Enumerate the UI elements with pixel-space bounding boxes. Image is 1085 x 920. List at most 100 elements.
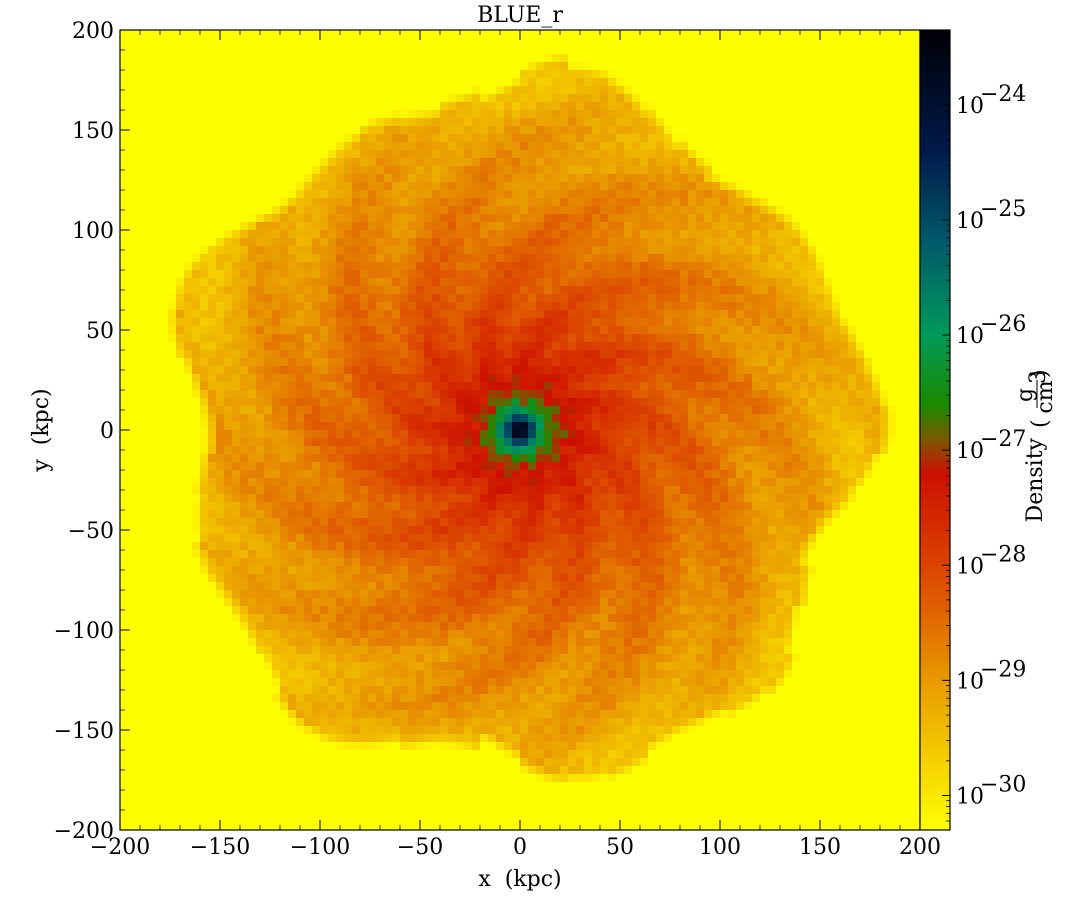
heatmap-cell	[320, 366, 329, 375]
heatmap-cell	[344, 622, 353, 631]
heatmap-cell	[272, 414, 281, 423]
heatmap-cell	[360, 678, 369, 687]
heatmap-cell	[400, 94, 409, 103]
heatmap-cell	[144, 654, 153, 663]
heatmap-cell	[376, 750, 385, 759]
heatmap-cell	[256, 118, 265, 127]
heatmap-cell	[312, 398, 321, 407]
heatmap-cell	[488, 454, 497, 463]
heatmap-cell	[440, 398, 449, 407]
heatmap-cell	[376, 62, 385, 71]
heatmap-cell	[224, 630, 233, 639]
heatmap-cell	[424, 582, 433, 591]
heatmap-cell	[232, 590, 241, 599]
heatmap-cell	[280, 438, 289, 447]
heatmap-cell	[184, 54, 193, 63]
heatmap-cell	[464, 206, 473, 215]
heatmap-cell	[456, 350, 465, 359]
heatmap-cell	[120, 670, 129, 679]
heatmap-cell	[128, 814, 137, 823]
heatmap-cell	[208, 94, 217, 103]
heatmap-cell	[128, 134, 137, 143]
heatmap-cell	[256, 622, 265, 631]
heatmap-cell	[312, 662, 321, 671]
heatmap-cell	[480, 38, 489, 47]
heatmap-cell	[168, 590, 177, 599]
heatmap-cell	[336, 310, 345, 319]
heatmap-cell	[440, 750, 449, 759]
heatmap-cell	[440, 390, 449, 399]
heatmap-cell	[200, 734, 209, 743]
heatmap-cell	[160, 246, 169, 255]
heatmap-cell	[448, 638, 457, 647]
heatmap-cell	[336, 766, 345, 775]
heatmap-cell	[224, 94, 233, 103]
heatmap-cell	[408, 262, 417, 271]
heatmap-cell	[312, 478, 321, 487]
heatmap-cell	[472, 54, 481, 63]
heatmap-cell	[496, 118, 505, 127]
heatmap-cell	[504, 430, 513, 439]
heatmap-cell	[456, 702, 465, 711]
heatmap-cell	[504, 670, 513, 679]
heatmap-cell	[320, 654, 329, 663]
heatmap-cell	[504, 110, 513, 119]
heatmap-cell	[144, 782, 153, 791]
heatmap-cell	[232, 158, 241, 167]
heatmap-cell	[432, 254, 441, 263]
heatmap-cell	[192, 190, 201, 199]
heatmap-cell	[152, 294, 161, 303]
heatmap-cell	[312, 598, 321, 607]
heatmap-cell	[120, 582, 129, 591]
heatmap-cell	[472, 222, 481, 231]
heatmap-cell	[344, 582, 353, 591]
heatmap-cell	[312, 750, 321, 759]
heatmap-cell	[352, 646, 361, 655]
heatmap-cell	[232, 518, 241, 527]
heatmap-cell	[408, 478, 417, 487]
heatmap-cell	[312, 246, 321, 255]
heatmap-cell	[320, 558, 329, 567]
heatmap-cell	[256, 582, 265, 591]
heatmap-cell	[152, 334, 161, 343]
heatmap-cell	[232, 438, 241, 447]
heatmap-cell	[464, 806, 473, 815]
heatmap-cell	[216, 534, 225, 543]
heatmap-cell	[240, 38, 249, 47]
heatmap-cell	[136, 718, 145, 727]
heatmap-cell	[352, 398, 361, 407]
heatmap-cell	[224, 526, 233, 535]
heatmap-cell	[352, 582, 361, 591]
heatmap-cell	[392, 486, 401, 495]
heatmap-cell	[440, 78, 449, 87]
heatmap-cell	[384, 278, 393, 287]
heatmap-cell	[344, 638, 353, 647]
heatmap-cell	[312, 142, 321, 151]
heatmap-cell	[416, 366, 425, 375]
heatmap-cell	[440, 318, 449, 327]
heatmap-cell	[288, 30, 297, 39]
heatmap-cell	[192, 446, 201, 455]
heatmap-cell	[200, 542, 209, 551]
heatmap-cell	[176, 254, 185, 263]
heatmap-cell	[184, 422, 193, 431]
heatmap-cell	[448, 590, 457, 599]
heatmap-cell	[272, 390, 281, 399]
heatmap-cell	[504, 542, 513, 551]
heatmap-cell	[144, 190, 153, 199]
heatmap-cell	[400, 358, 409, 367]
heatmap-cell	[152, 510, 161, 519]
heatmap-cell	[424, 150, 433, 159]
heatmap-cell	[344, 38, 353, 47]
heatmap-cell	[208, 670, 217, 679]
heatmap-cell	[280, 774, 289, 783]
heatmap-cell	[312, 286, 321, 295]
heatmap-cell	[344, 286, 353, 295]
heatmap-cell	[320, 814, 329, 823]
heatmap-cell	[488, 710, 497, 719]
heatmap-cell	[256, 262, 265, 271]
heatmap-cell	[288, 414, 297, 423]
heatmap-cell	[456, 494, 465, 503]
heatmap-cell	[456, 62, 465, 71]
heatmap-cell	[400, 54, 409, 63]
